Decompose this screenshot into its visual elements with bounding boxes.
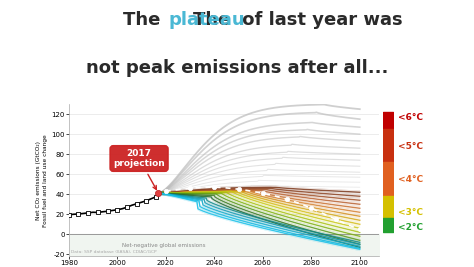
Point xyxy=(143,199,150,203)
Point xyxy=(74,212,82,216)
Y-axis label: Net CO₂ emissions (GtCO₂)
Fossil fuel and land use change: Net CO₂ emissions (GtCO₂) Fossil fuel an… xyxy=(36,134,48,227)
Point xyxy=(235,187,242,191)
Point xyxy=(162,189,170,193)
Point xyxy=(259,191,266,195)
Text: of last year was: of last year was xyxy=(236,11,402,29)
Text: <2°C: <2°C xyxy=(398,223,423,232)
Text: 2017
projection: 2017 projection xyxy=(113,149,165,190)
Point xyxy=(104,209,111,213)
Text: <6°C: <6°C xyxy=(398,113,423,122)
Point xyxy=(84,211,92,215)
Text: not peak emissions after all...: not peak emissions after all... xyxy=(86,59,388,77)
Point xyxy=(186,186,194,190)
Point xyxy=(283,197,291,201)
Point xyxy=(356,227,364,231)
Text: The: The xyxy=(123,11,167,29)
Text: Net-negative global emissions: Net-negative global emissions xyxy=(122,243,206,248)
Point xyxy=(332,217,339,221)
Text: <4°C: <4°C xyxy=(398,175,423,184)
Point xyxy=(65,213,73,217)
Point xyxy=(123,205,131,209)
Text: The: The xyxy=(193,11,237,29)
Text: <5°C: <5°C xyxy=(398,142,423,151)
Text: Data: SSP database (IIASA), CDIAC/GCP: Data: SSP database (IIASA), CDIAC/GCP xyxy=(71,250,157,254)
Text: plateau: plateau xyxy=(168,11,245,29)
Point xyxy=(210,185,218,189)
Text: <3°C: <3°C xyxy=(398,208,423,217)
Point xyxy=(113,208,121,212)
Point xyxy=(152,195,160,199)
Point xyxy=(308,206,315,210)
Point xyxy=(155,191,162,195)
Point xyxy=(94,210,101,215)
Point xyxy=(133,202,140,206)
